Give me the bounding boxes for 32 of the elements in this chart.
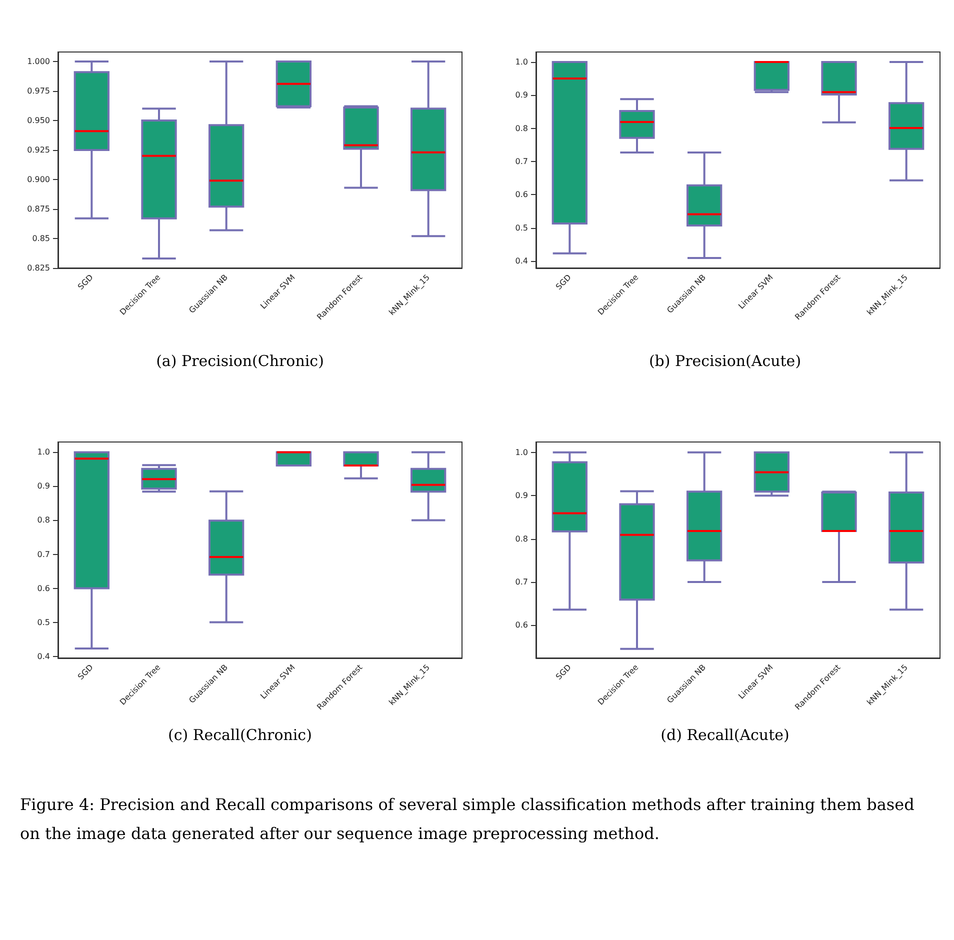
y-tick-label: 0.4 — [515, 256, 528, 266]
y-tick-label: 1.0 — [37, 448, 50, 457]
text: (a) Precision(Chronic) — [155, 352, 325, 370]
y-tick-label: 0.7 — [37, 550, 50, 559]
y-tick-label: 0.4 — [37, 652, 50, 661]
y-tick-label: 0.975 — [27, 86, 50, 96]
caption: Figure 4: Precision and Recall comparisons of several simple classification methods after training them based on the image data generated after our sequence image preprocessing method. — [20, 794, 916, 845]
y-tick-label: 0.7 — [515, 577, 528, 586]
y-tick-label: 0.8 — [37, 516, 50, 525]
y-tick-label: 0.5 — [515, 223, 528, 232]
y-tick-label: 0.8 — [515, 124, 528, 133]
y-tick-label: 0.900 — [27, 174, 50, 184]
y-tick-label: 0.9 — [37, 482, 50, 491]
y-tick-label: 0.6 — [515, 620, 528, 630]
y-tick-label: 1.000 — [27, 56, 50, 66]
y-tick-label: 1.0 — [515, 448, 528, 457]
y-tick-label: 0.875 — [27, 204, 50, 214]
text: (c) Recall(Chronic) — [167, 726, 313, 744]
y-tick-label: 0.85 — [32, 234, 50, 243]
y-tick-label: 0.825 — [27, 264, 50, 272]
text: (d) Recall(Acute) — [660, 726, 790, 744]
text: (b) Precision(Acute) — [648, 352, 802, 370]
y-tick-label: 0.9 — [515, 90, 528, 100]
y-tick-label: 0.6 — [37, 584, 50, 593]
y-tick-label: 0.6 — [515, 190, 528, 200]
y-tick-label: 0.8 — [515, 534, 528, 544]
y-tick-label: 0.5 — [37, 618, 50, 627]
y-tick-label: 0.7 — [515, 156, 528, 166]
y-tick-label: 1.0 — [515, 57, 528, 66]
y-tick-label: 0.950 — [27, 116, 50, 125]
y-tick-label: 0.9 — [515, 491, 528, 500]
y-tick-label: 0.925 — [27, 145, 50, 154]
